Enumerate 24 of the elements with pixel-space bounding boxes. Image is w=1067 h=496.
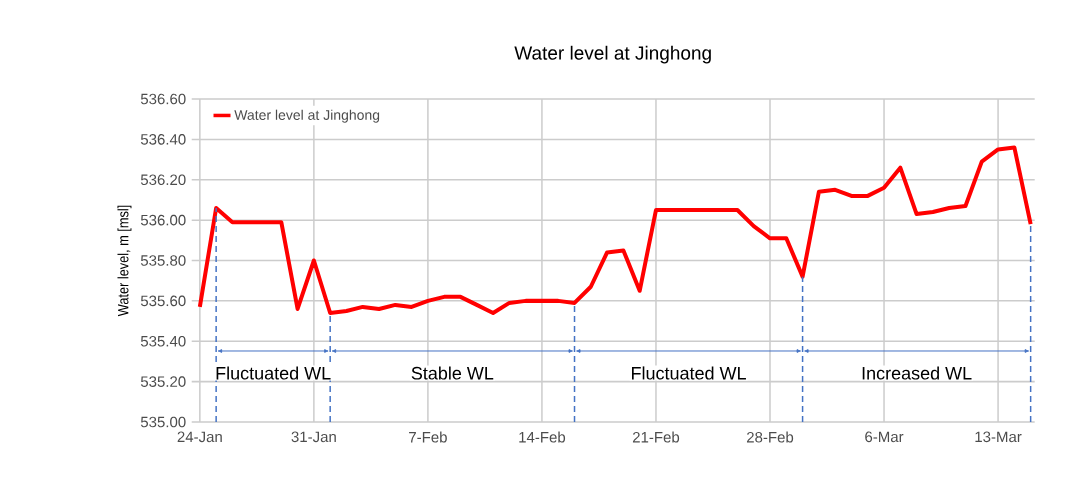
x-tick-label: 7-Feb [409, 431, 447, 443]
y-tick-label: 535.80 [140, 255, 186, 266]
x-tick-label: 31-Jan [291, 431, 336, 443]
y-tick-label: 536.00 [140, 214, 186, 226]
y-tick-label: 535.00 [140, 416, 186, 428]
annotation: Increased WL [862, 366, 972, 380]
y-tick-label: 535.40 [140, 335, 186, 347]
y-tick-label: 536.40 [140, 134, 186, 145]
x-tick-label: 13-Mar [975, 431, 1022, 443]
x-tick-label: 28-Feb [746, 431, 794, 443]
y-tick-label: 535.60 [140, 295, 186, 307]
y-axis-title: Water level, m [msl] [117, 205, 132, 317]
annotation: Fluctuated WL [216, 366, 331, 380]
annotation: Stable WL [411, 366, 494, 380]
y-tick-label: 536.60 [140, 93, 186, 105]
x-tick-label: 6-Mar [865, 431, 904, 443]
chart-title: Water level at Jinghong [514, 45, 711, 64]
x-tick-label: 14-Feb [519, 431, 566, 443]
x-tick-label: 21-Feb [632, 431, 680, 443]
y-tick-label: 536.20 [140, 174, 186, 186]
x-tick-label: 24-Jan [177, 431, 222, 443]
annotation: Fluctuated WL [632, 366, 746, 380]
y-tick-label: 535.20 [140, 376, 186, 387]
legend-label: Water level at Jinghong [234, 109, 380, 123]
